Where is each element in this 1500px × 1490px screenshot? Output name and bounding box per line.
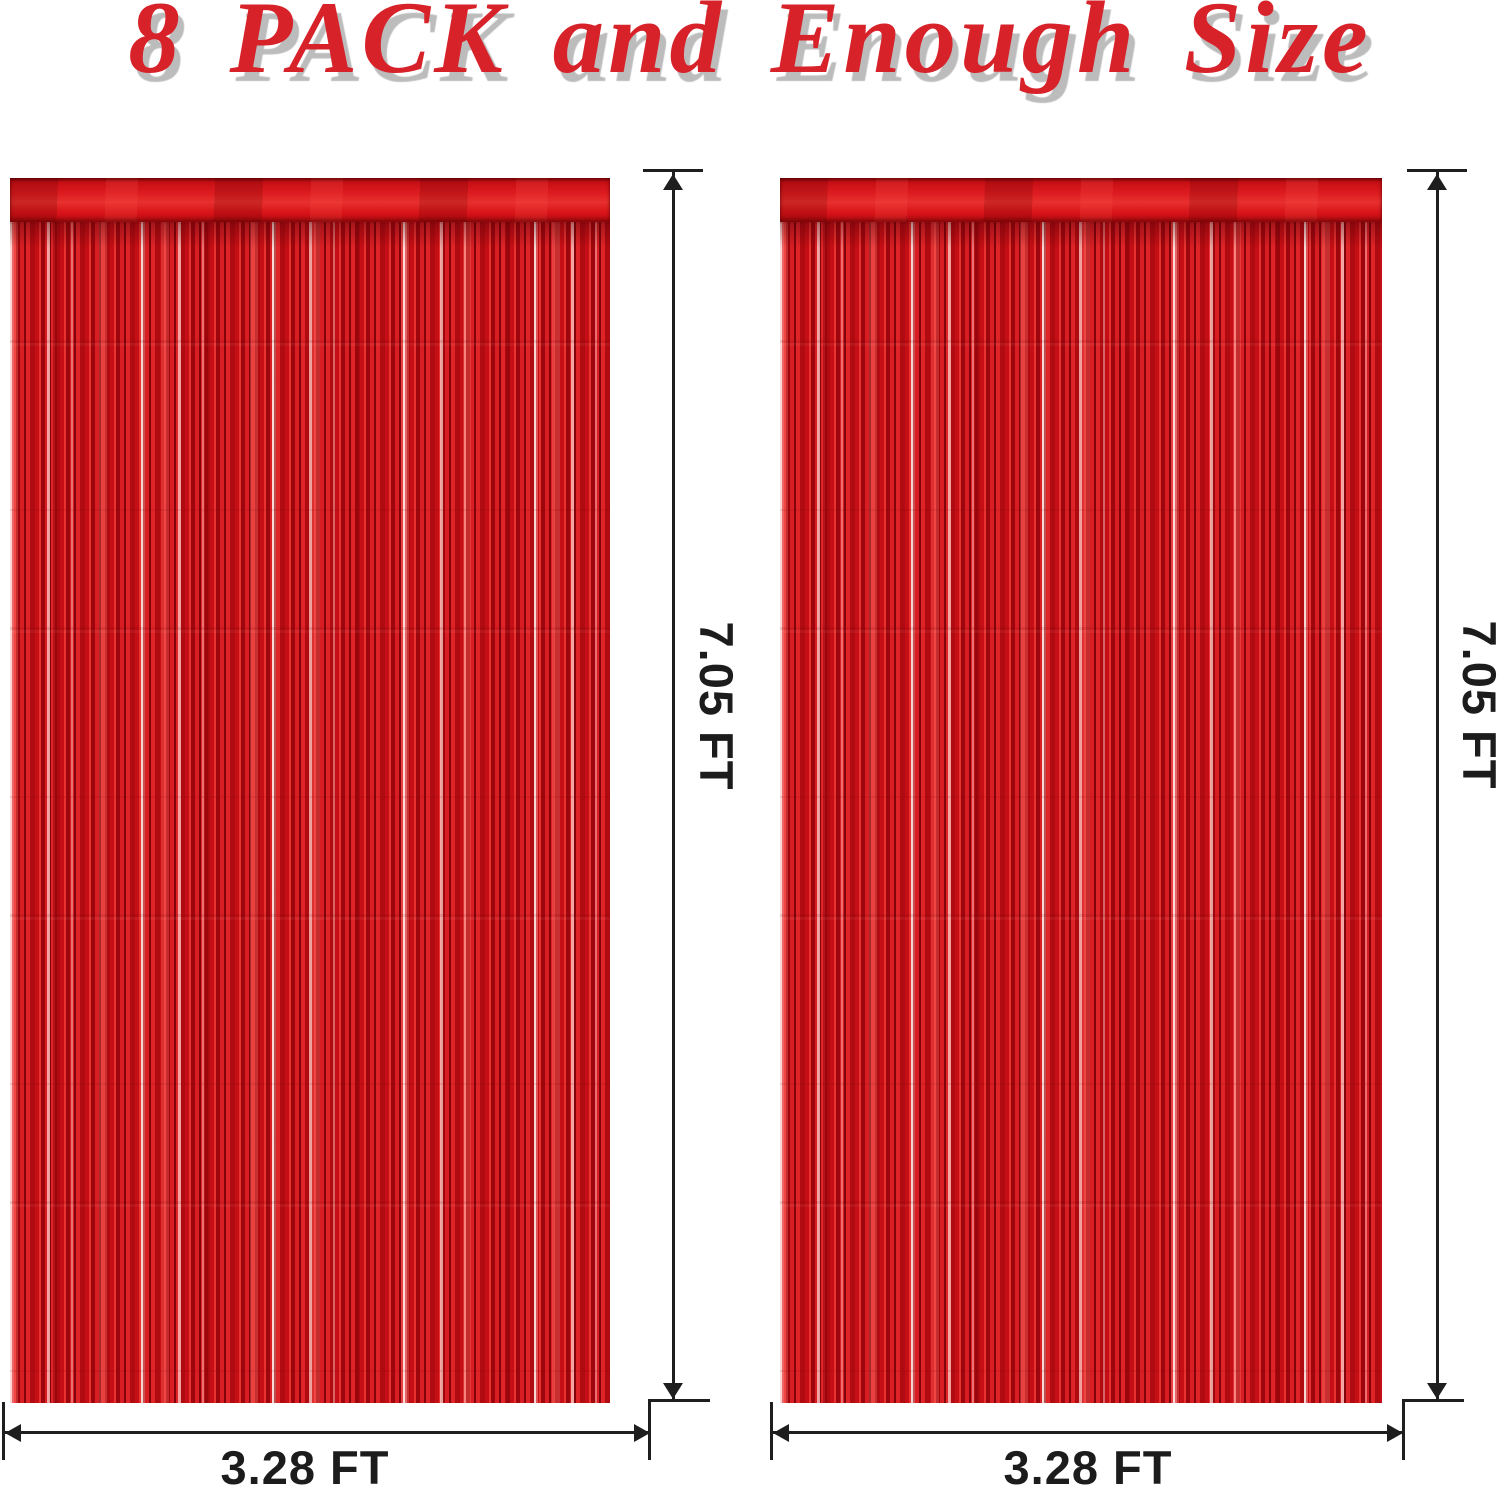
curtain-fringe-strands	[10, 222, 610, 1403]
width-dimension-line	[773, 1431, 1403, 1434]
curtain-header-band	[10, 178, 610, 222]
arrowhead-up-icon	[663, 174, 683, 190]
height-dimension-top-tick	[643, 169, 703, 172]
width-dimension-line	[5, 1431, 650, 1434]
foil-curtain-left	[10, 178, 610, 1403]
arrowhead-up-icon	[1427, 174, 1447, 190]
curtain-header-band	[780, 178, 1382, 222]
height-label: 7.05 FT	[1453, 620, 1500, 790]
arrowhead-right-icon	[634, 1424, 650, 1442]
curtain-fringe-strands	[780, 222, 1382, 1403]
height-dimension-bottom-tick	[1402, 1399, 1464, 1402]
arrowhead-left-icon	[5, 1424, 21, 1442]
height-dimension-line	[672, 172, 675, 1399]
foil-curtain-right	[780, 178, 1382, 1403]
arrowhead-down-icon	[1427, 1383, 1447, 1399]
arrowhead-down-icon	[663, 1383, 683, 1399]
height-dimension-top-tick	[1407, 169, 1467, 172]
dimension-corner-tick	[1402, 1399, 1405, 1460]
width-label: 3.28 FT	[1003, 1441, 1173, 1490]
page-title: 8 PACK and Enough Size	[128, 0, 1372, 95]
width-dimension-left-tick	[770, 1402, 773, 1460]
width-label: 3.28 FT	[220, 1441, 390, 1490]
arrowhead-right-icon	[1387, 1424, 1403, 1442]
width-dimension-left-tick	[2, 1402, 5, 1460]
height-dimension-bottom-tick	[648, 1399, 710, 1402]
arrowhead-left-icon	[773, 1424, 789, 1442]
height-label: 7.05 FT	[690, 621, 743, 791]
height-dimension-line	[1436, 172, 1439, 1399]
